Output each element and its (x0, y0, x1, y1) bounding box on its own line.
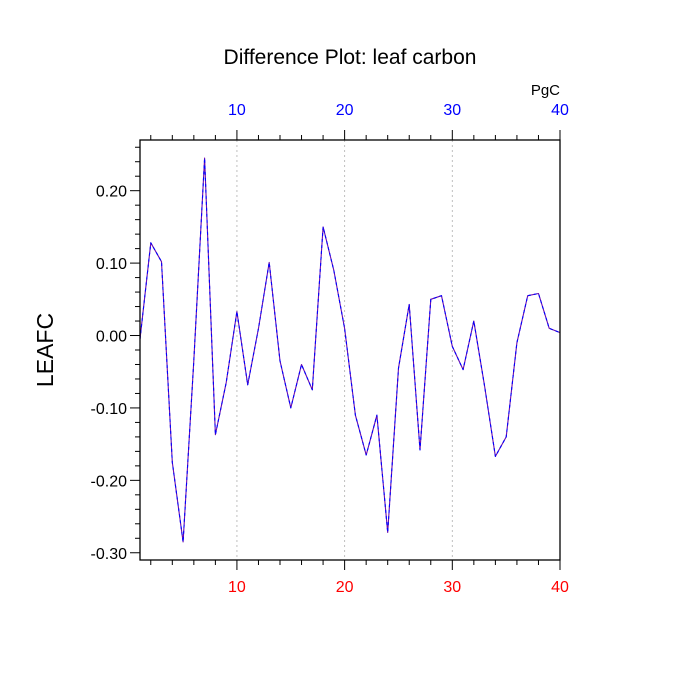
x-tick-label-bottom: 10 (228, 579, 246, 596)
x-tick-label-top: 30 (443, 102, 461, 119)
grid-lines (236, 140, 453, 560)
y-tick-label: 0.20 (96, 184, 127, 201)
x-tick-label-bottom: 30 (443, 579, 461, 596)
y-axis-label: LEAFC (32, 313, 58, 387)
axis-ticks (130, 130, 561, 570)
series-line-0 (139, 157, 561, 543)
chart-title: Difference Plot: leaf carbon (224, 46, 477, 69)
x-tick-label-top: 40 (551, 102, 569, 119)
tick-labels: 0.20 0.10 0.00 -0.10 -0.20 -0.30 10 10 20 20 30 30 4… (91, 102, 569, 596)
plot-frame (139, 139, 561, 561)
y-tick-label: 0.00 (96, 329, 127, 346)
y-tick-label: -0.20 (91, 473, 128, 490)
x-tick-label-top: 20 (336, 102, 354, 119)
series-layer (139, 157, 561, 543)
x-tick-label-top: 10 (228, 102, 246, 119)
top-axis-units: PgC (531, 82, 560, 99)
y-tick-label: 0.10 (96, 256, 127, 273)
series-dash-0 (139, 157, 561, 543)
y-tick-label: -0.10 (91, 401, 128, 418)
x-tick-label-bottom: 40 (551, 579, 569, 596)
x-tick-label-bottom: 20 (336, 579, 354, 596)
y-tick-label: -0.30 (91, 546, 128, 563)
